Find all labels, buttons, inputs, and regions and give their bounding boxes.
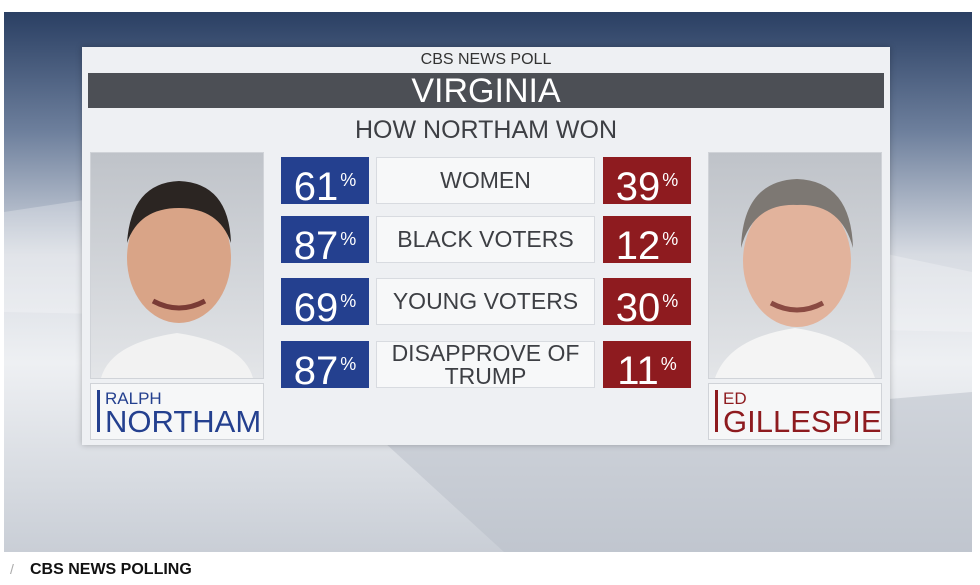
state-title: VIRGINIA bbox=[88, 73, 884, 109]
unit: % bbox=[340, 229, 357, 249]
last-name: GILLESPIE bbox=[723, 404, 882, 439]
party-stripe bbox=[97, 390, 100, 432]
group-label: WOMEN bbox=[376, 157, 595, 204]
candidate-photo bbox=[708, 152, 882, 379]
value: 61 bbox=[293, 165, 339, 209]
unit: % bbox=[340, 354, 357, 374]
gillespie-share: 11% bbox=[603, 341, 691, 393]
gillespie-share: 39% bbox=[603, 157, 691, 209]
photo-placeholder bbox=[101, 181, 253, 378]
value: 30 bbox=[615, 286, 661, 330]
unit: % bbox=[340, 170, 357, 190]
unit: % bbox=[340, 291, 357, 311]
unit: % bbox=[662, 229, 679, 249]
unit: % bbox=[662, 170, 679, 190]
value: 12 bbox=[615, 224, 661, 268]
unit: % bbox=[660, 354, 677, 374]
last-name: NORTHAM bbox=[105, 404, 262, 439]
result-row: 69% YOUNG VOTERS 30% bbox=[281, 278, 695, 330]
group-label: DISAPPROVE OF TRUMP bbox=[376, 341, 595, 388]
value: 39 bbox=[615, 165, 661, 209]
northam-share: 87% bbox=[281, 341, 369, 393]
northam-share: 61% bbox=[281, 157, 369, 209]
value: 11 bbox=[617, 349, 659, 393]
divider: / bbox=[10, 561, 14, 577]
northam-share: 87% bbox=[281, 216, 369, 268]
first-name: ED bbox=[723, 389, 747, 408]
gillespie-share: 12% bbox=[603, 216, 691, 268]
photo-placeholder bbox=[715, 179, 875, 378]
candidate-name: ED GILLESPIE bbox=[708, 383, 882, 440]
caption: CBS NEWS POLLING bbox=[30, 561, 192, 578]
party-stripe bbox=[715, 390, 718, 432]
value: 87 bbox=[293, 224, 339, 268]
value: 69 bbox=[293, 286, 339, 330]
gillespie-share: 30% bbox=[603, 278, 691, 330]
unit: % bbox=[662, 291, 679, 311]
result-row: 87% DISAPPROVE OF TRUMP 11% bbox=[281, 341, 695, 393]
result-row: 87% BLACK VOTERS 12% bbox=[281, 216, 695, 268]
candidate-name: RALPH NORTHAM bbox=[90, 383, 264, 440]
candidate-photo bbox=[90, 152, 264, 379]
value: 87 bbox=[293, 349, 339, 393]
result-row: 61% WOMEN 39% bbox=[281, 157, 695, 209]
subtitle: HOW NORTHAM WON bbox=[354, 116, 617, 144]
northam-share: 69% bbox=[281, 278, 369, 330]
group-label: YOUNG VOTERS bbox=[376, 278, 595, 325]
brand: CBS NEWS POLL bbox=[420, 51, 552, 68]
first-name: RALPH bbox=[105, 389, 162, 408]
poll-panel: CBS NEWS POLL VIRGINIA HOW NORTHAM WON R… bbox=[82, 47, 890, 445]
group-label: BLACK VOTERS bbox=[376, 216, 595, 263]
